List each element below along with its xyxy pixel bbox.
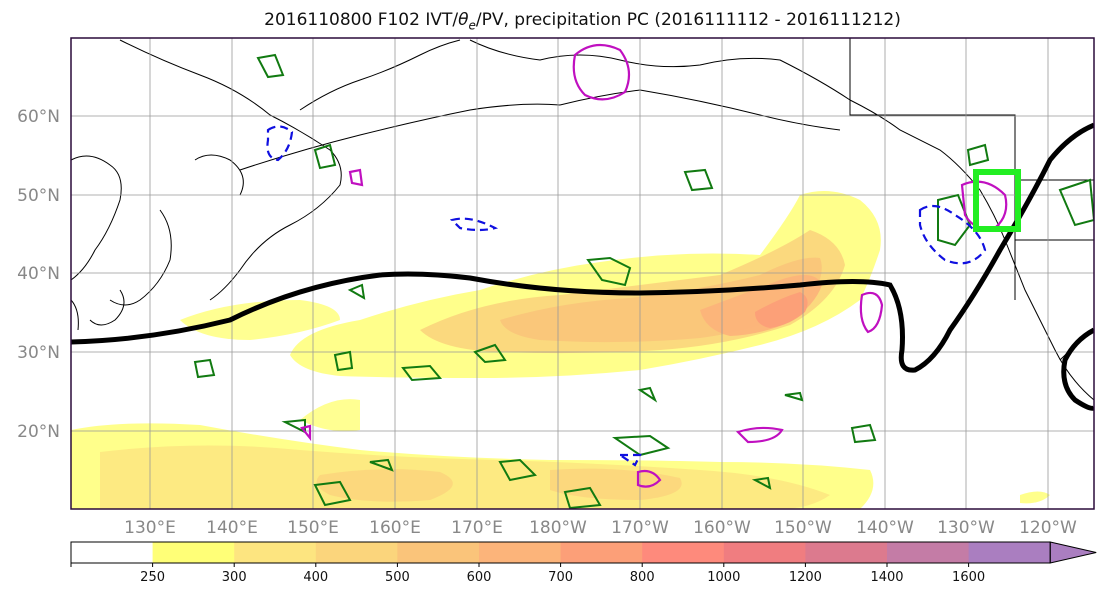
lat-label-20: 20°N (17, 422, 60, 442)
map-frame (70, 37, 1095, 510)
colorbar-segment (560, 542, 643, 563)
longitude-labels: 130°E 140°E 150°E 160°E 170°E 180°W 170°… (124, 518, 1077, 538)
colorbar-tick-label: 500 (385, 570, 410, 585)
colorbar-segment (315, 542, 398, 563)
lon-label-140e: 140°E (206, 518, 258, 538)
lat-label-40: 40°N (17, 264, 60, 284)
colorbar-segment (968, 542, 1051, 563)
lat-label-30: 30°N (17, 343, 60, 363)
lon-label-140w: 140°W (856, 518, 914, 538)
colorbar-segment (887, 542, 970, 563)
colorbar-segment (71, 542, 154, 563)
colorbar-tick-label: 1400 (870, 570, 903, 585)
lon-label-170w: 170°W (611, 518, 669, 538)
colorbar-tick-label: 1600 (952, 570, 985, 585)
lon-label-170e: 170°E (451, 518, 503, 538)
colorbar-tick-label: 600 (467, 570, 492, 585)
colorbar-tick-label: 400 (303, 570, 328, 585)
lon-label-150e: 150°E (287, 518, 339, 538)
colorbar-segment (152, 542, 235, 563)
colorbar: 250 300 400 500 600 700 800 1000 1200 1400 1600 (70, 541, 1097, 585)
latitude-labels: 60°N 50°N 40°N 30°N 20°N (17, 107, 60, 442)
precip-contours-green (193, 53, 1094, 509)
lon-label-120w: 120°W (1019, 518, 1077, 538)
coastlines (71, 38, 1094, 401)
colorbar-extend-arrow (1049, 541, 1097, 564)
figure-title: 2016110800 F102 IVT/θe/PV, precipitation… (264, 10, 901, 33)
lon-label-160w: 160°W (693, 518, 751, 538)
colorbar-tick-label: 800 (630, 570, 655, 585)
colorbar-tick-label: 1200 (789, 570, 822, 585)
lat-label-50: 50°N (17, 186, 60, 206)
colorbar-segment (723, 542, 806, 563)
gridlines (71, 38, 1094, 509)
lon-label-130e: 130°E (124, 518, 176, 538)
lat-label-60: 60°N (17, 107, 60, 127)
pv-contours-blue (266, 125, 987, 467)
lon-label-180w: 180°W (529, 518, 587, 538)
pv-contours-magenta (300, 43, 1008, 488)
colorbar-segment (397, 542, 480, 563)
highlight-box (973, 169, 1021, 232)
colorbar-segment (642, 542, 725, 563)
colorbar-tick-label: 300 (222, 570, 247, 585)
colorbar-tick-label: 1000 (707, 570, 740, 585)
colorbar-segment (805, 542, 888, 563)
lon-label-160e: 160°E (369, 518, 421, 538)
lon-label-130w: 130°W (937, 518, 995, 538)
lon-label-150w: 150°W (774, 518, 832, 538)
colorbar-tick-label: 250 (140, 570, 165, 585)
colorbar-tick-label: 700 (548, 570, 573, 585)
colorbar-segment (479, 542, 562, 563)
theta-e-contour (71, 122, 1094, 411)
colorbar-segment (234, 542, 317, 563)
